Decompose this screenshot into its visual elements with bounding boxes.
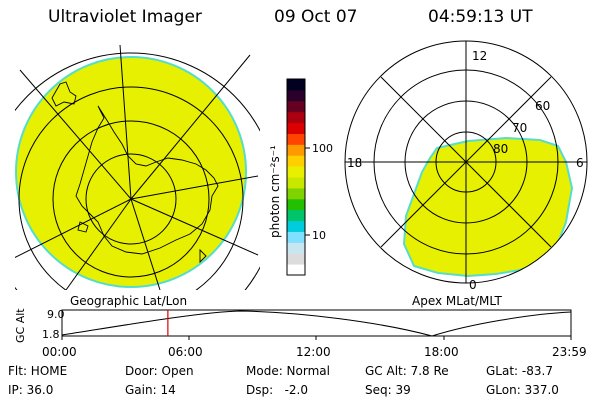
coastline-outline <box>51 81 219 264</box>
door-status: Door: Open <box>125 364 194 378</box>
geo-aurora-image <box>15 56 247 288</box>
geo-grid <box>15 45 260 290</box>
orbit-plot: 9.0 1.8 GC Alt 00:00 06:00 12:00 18:00 2… <box>14 308 587 359</box>
instrument-title: Ultraviolet Imager <box>48 7 202 27</box>
colorbar-tick-100: 100 <box>312 142 333 155</box>
colorbar-segment <box>287 144 305 156</box>
colorbar-segment <box>287 79 305 91</box>
colorbar-segment <box>287 253 305 265</box>
orbit-xtick-1200: 12:00 <box>296 345 331 359</box>
mlt-label-18: 18 <box>347 156 362 170</box>
gc-altitude: GC Alt: 7.8 Re <box>365 364 449 378</box>
mlt-label-6: 6 <box>576 156 584 170</box>
colorbar-scale <box>287 79 305 276</box>
orbit-xtick-0600: 06:00 <box>168 345 203 359</box>
colorbar-tick-10: 10 <box>312 229 326 242</box>
mlat-label-80: 80 <box>493 142 508 156</box>
mag-grid <box>344 40 588 284</box>
mode-status: Mode: Normal <box>246 364 330 378</box>
orbit-altitude-curve <box>61 310 572 337</box>
orbit-xtick-1800: 18:00 <box>424 345 459 359</box>
geographic-longitude: GLon: 337.0 <box>486 383 559 397</box>
colorbar-segment <box>287 198 305 211</box>
orbit-ymin: 1.8 <box>42 328 60 341</box>
colorbar: 100 10 photon cm⁻²s⁻¹ <box>268 78 333 276</box>
orbit-ymax: 9.0 <box>47 308 65 321</box>
mag-panel-label: Apex MLat/MLT <box>412 294 502 308</box>
sequence-number: Seq: 39 <box>365 383 411 397</box>
colorbar-segment <box>287 264 305 276</box>
colorbar-segment <box>287 122 305 134</box>
geo-panel <box>15 45 260 290</box>
colorbar-segment <box>287 187 305 200</box>
colorbar-segment <box>287 209 305 222</box>
colorbar-segment <box>287 133 305 145</box>
colorbar-segment <box>287 231 305 243</box>
mag-panel: 12 6 0 18 60 70 80 <box>344 40 588 292</box>
colorbar-segment <box>287 177 305 189</box>
colorbar-segment <box>287 100 305 113</box>
orbit-xtick-2359: 23:59 <box>552 345 587 359</box>
colorbar-segment <box>287 111 305 124</box>
colorbar-segment <box>287 220 305 232</box>
orbit-xtick-0000: 00:00 <box>42 345 77 359</box>
ip-value: IP: 36.0 <box>8 383 54 397</box>
colorbar-segment <box>287 242 305 254</box>
time-label: 04:59:13 UT <box>428 7 533 27</box>
gain-value: Gain: 14 <box>125 383 176 397</box>
colorbar-segment <box>287 155 305 167</box>
geo-panel-label: Geographic Lat/Lon <box>70 294 187 308</box>
colorbar-segment <box>287 166 305 178</box>
colorbar-segment <box>287 89 305 102</box>
mlt-label-0: 0 <box>469 278 477 292</box>
mlt-label-12: 12 <box>472 49 487 63</box>
date-label: 09 Oct 07 <box>274 7 358 27</box>
mlat-label-60: 60 <box>535 99 550 113</box>
flight-status: Flt: HOME <box>8 364 68 378</box>
dsp-value: Dsp: -2.0 <box>246 383 309 397</box>
geographic-latitude: GLat: -83.7 <box>486 364 553 378</box>
mlt-labels: 12 6 0 18 60 70 80 <box>347 49 584 292</box>
orbit-ylabel: GC Alt <box>14 308 27 343</box>
colorbar-unit-label: photon cm⁻²s⁻¹ <box>268 145 282 238</box>
mlat-label-70: 70 <box>512 121 527 135</box>
